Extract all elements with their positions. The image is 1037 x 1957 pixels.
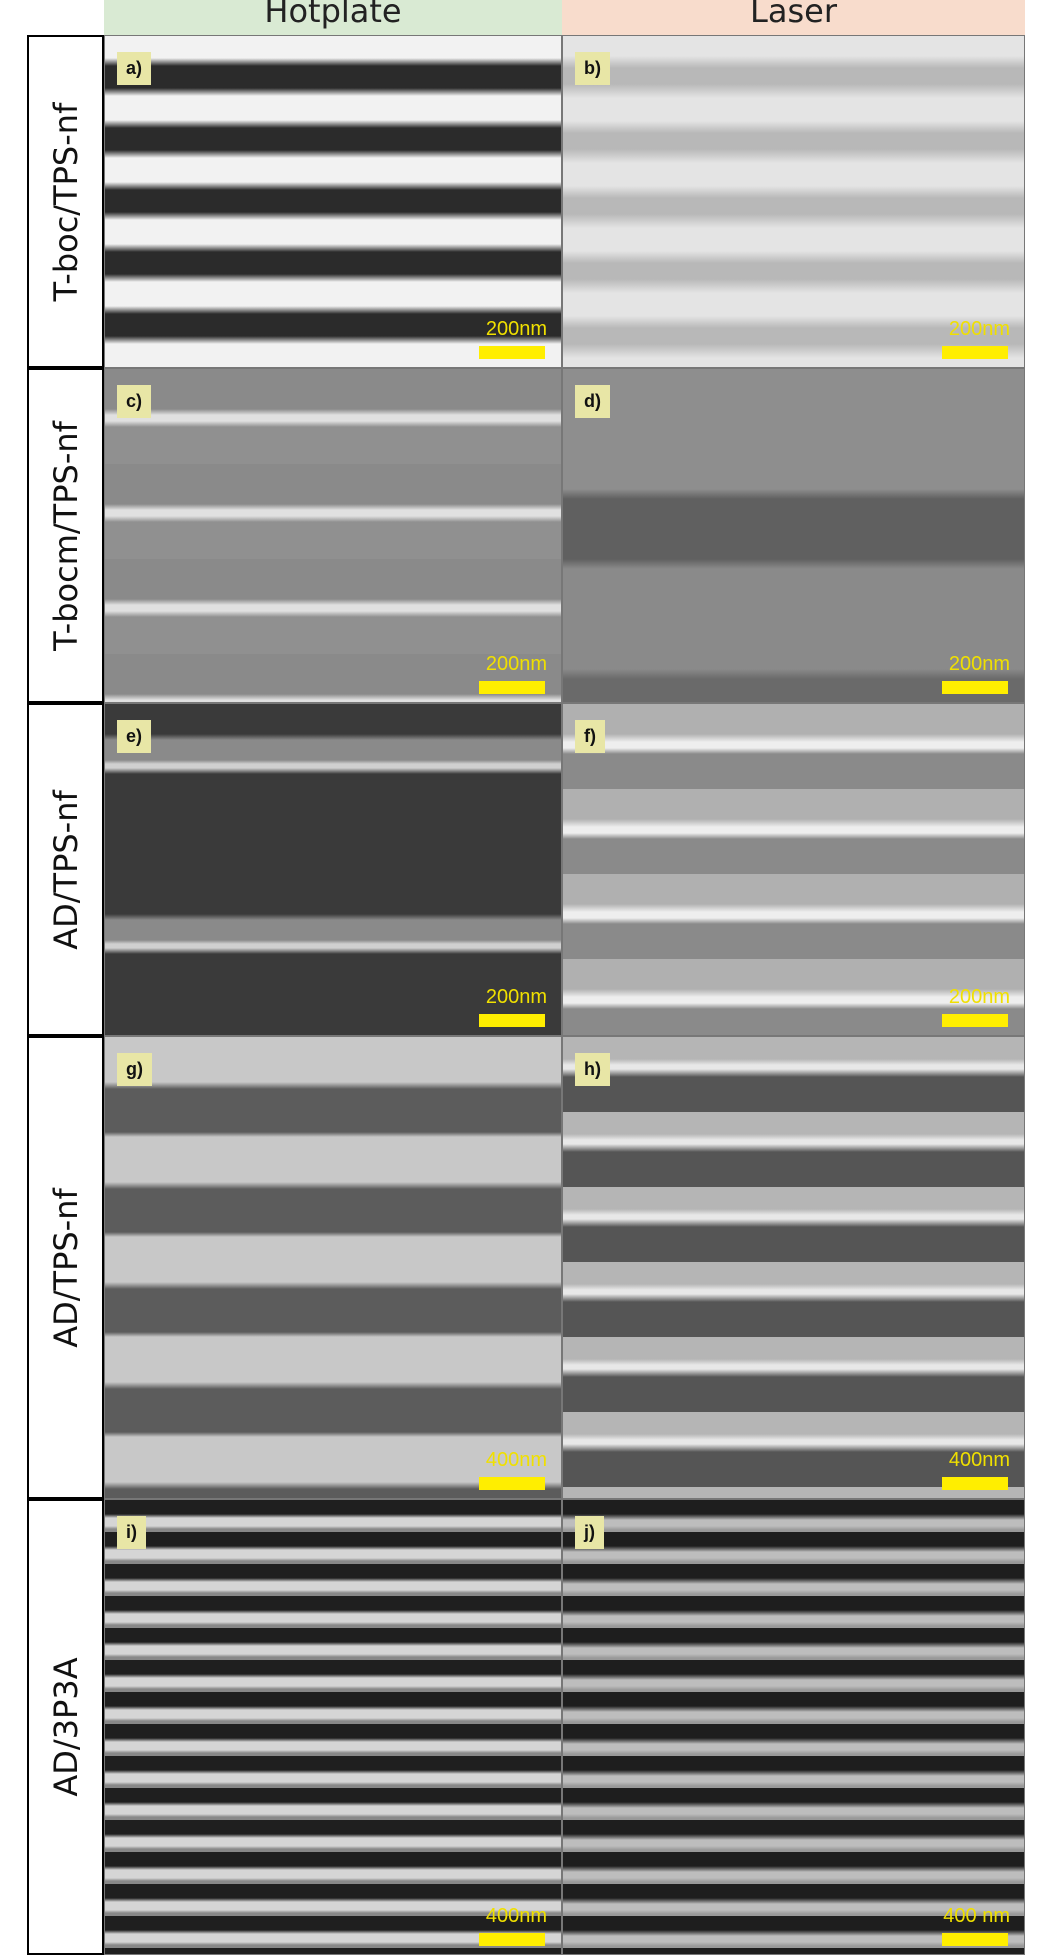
scale-bar	[942, 1933, 1008, 1946]
row-label: AD/3P3A	[46, 1657, 85, 1797]
sem-image: e) 200nm	[104, 703, 562, 1036]
sem-image: h) 400nm	[562, 1036, 1025, 1499]
row-label: AD/TPS-nf	[46, 1187, 85, 1348]
panel-label: a)	[117, 52, 152, 85]
sem-image: c) 200nm	[104, 368, 562, 703]
panel-label: d)	[575, 385, 610, 418]
panel-label: j)	[575, 1516, 604, 1549]
panel-label: i)	[117, 1516, 146, 1549]
panel-label: c)	[117, 385, 152, 418]
sem-image: a) 200nm	[104, 35, 562, 368]
scale-bar	[479, 1477, 545, 1490]
scale-bar	[942, 346, 1008, 359]
scale-bar	[479, 346, 545, 359]
row-label-box: AD/TPS-nf	[27, 1036, 104, 1499]
sem-image: i) 400nm	[104, 1499, 562, 1955]
row-label-box: AD/TPS-nf	[27, 703, 104, 1036]
row-label: AD/TPS-nf	[46, 789, 85, 950]
scale-bar-label: 400nm	[485, 1905, 547, 1927]
scale-bar-label: 200nm	[485, 653, 547, 675]
scale-bar	[942, 681, 1008, 694]
scale-bar-label: 400 nm	[943, 1905, 1010, 1927]
scale-bar	[942, 1014, 1008, 1027]
scale-bar	[479, 681, 545, 694]
scale-bar-label: 400nm	[948, 1449, 1010, 1471]
panel-label: b)	[575, 52, 610, 85]
scale-bar	[479, 1014, 545, 1027]
row-label-box: T-bocm/TPS-nf	[27, 368, 104, 703]
sem-image: b) 200nm	[562, 35, 1025, 368]
panel-label: e)	[117, 720, 152, 753]
sem-image: j) 400 nm	[562, 1499, 1025, 1955]
sem-image: d) 200nm	[562, 368, 1025, 703]
row-label: T-bocm/TPS-nf	[46, 420, 85, 651]
row-label-box: T-boc/TPS-nf	[27, 35, 104, 368]
panel-label: h)	[575, 1053, 610, 1086]
column-header: Hotplate	[104, 0, 562, 35]
column-header: Laser	[562, 0, 1025, 35]
scale-bar-label: 200nm	[948, 653, 1010, 675]
scale-bar-label: 200nm	[948, 986, 1010, 1008]
sem-image: f) 200nm	[562, 703, 1025, 1036]
sem-image: g) 400nm	[104, 1036, 562, 1499]
scale-bar-label: 400nm	[485, 1449, 547, 1471]
row-label: T-boc/TPS-nf	[46, 102, 85, 301]
panel-label: g)	[117, 1053, 152, 1086]
scale-bar-label: 200nm	[485, 318, 547, 340]
scale-bar-label: 200nm	[485, 986, 547, 1008]
scale-bar	[942, 1477, 1008, 1490]
scale-bar-label: 200nm	[948, 318, 1010, 340]
panel-label: f)	[575, 720, 605, 753]
scale-bar	[479, 1933, 545, 1946]
row-label-box: AD/3P3A	[27, 1499, 104, 1955]
